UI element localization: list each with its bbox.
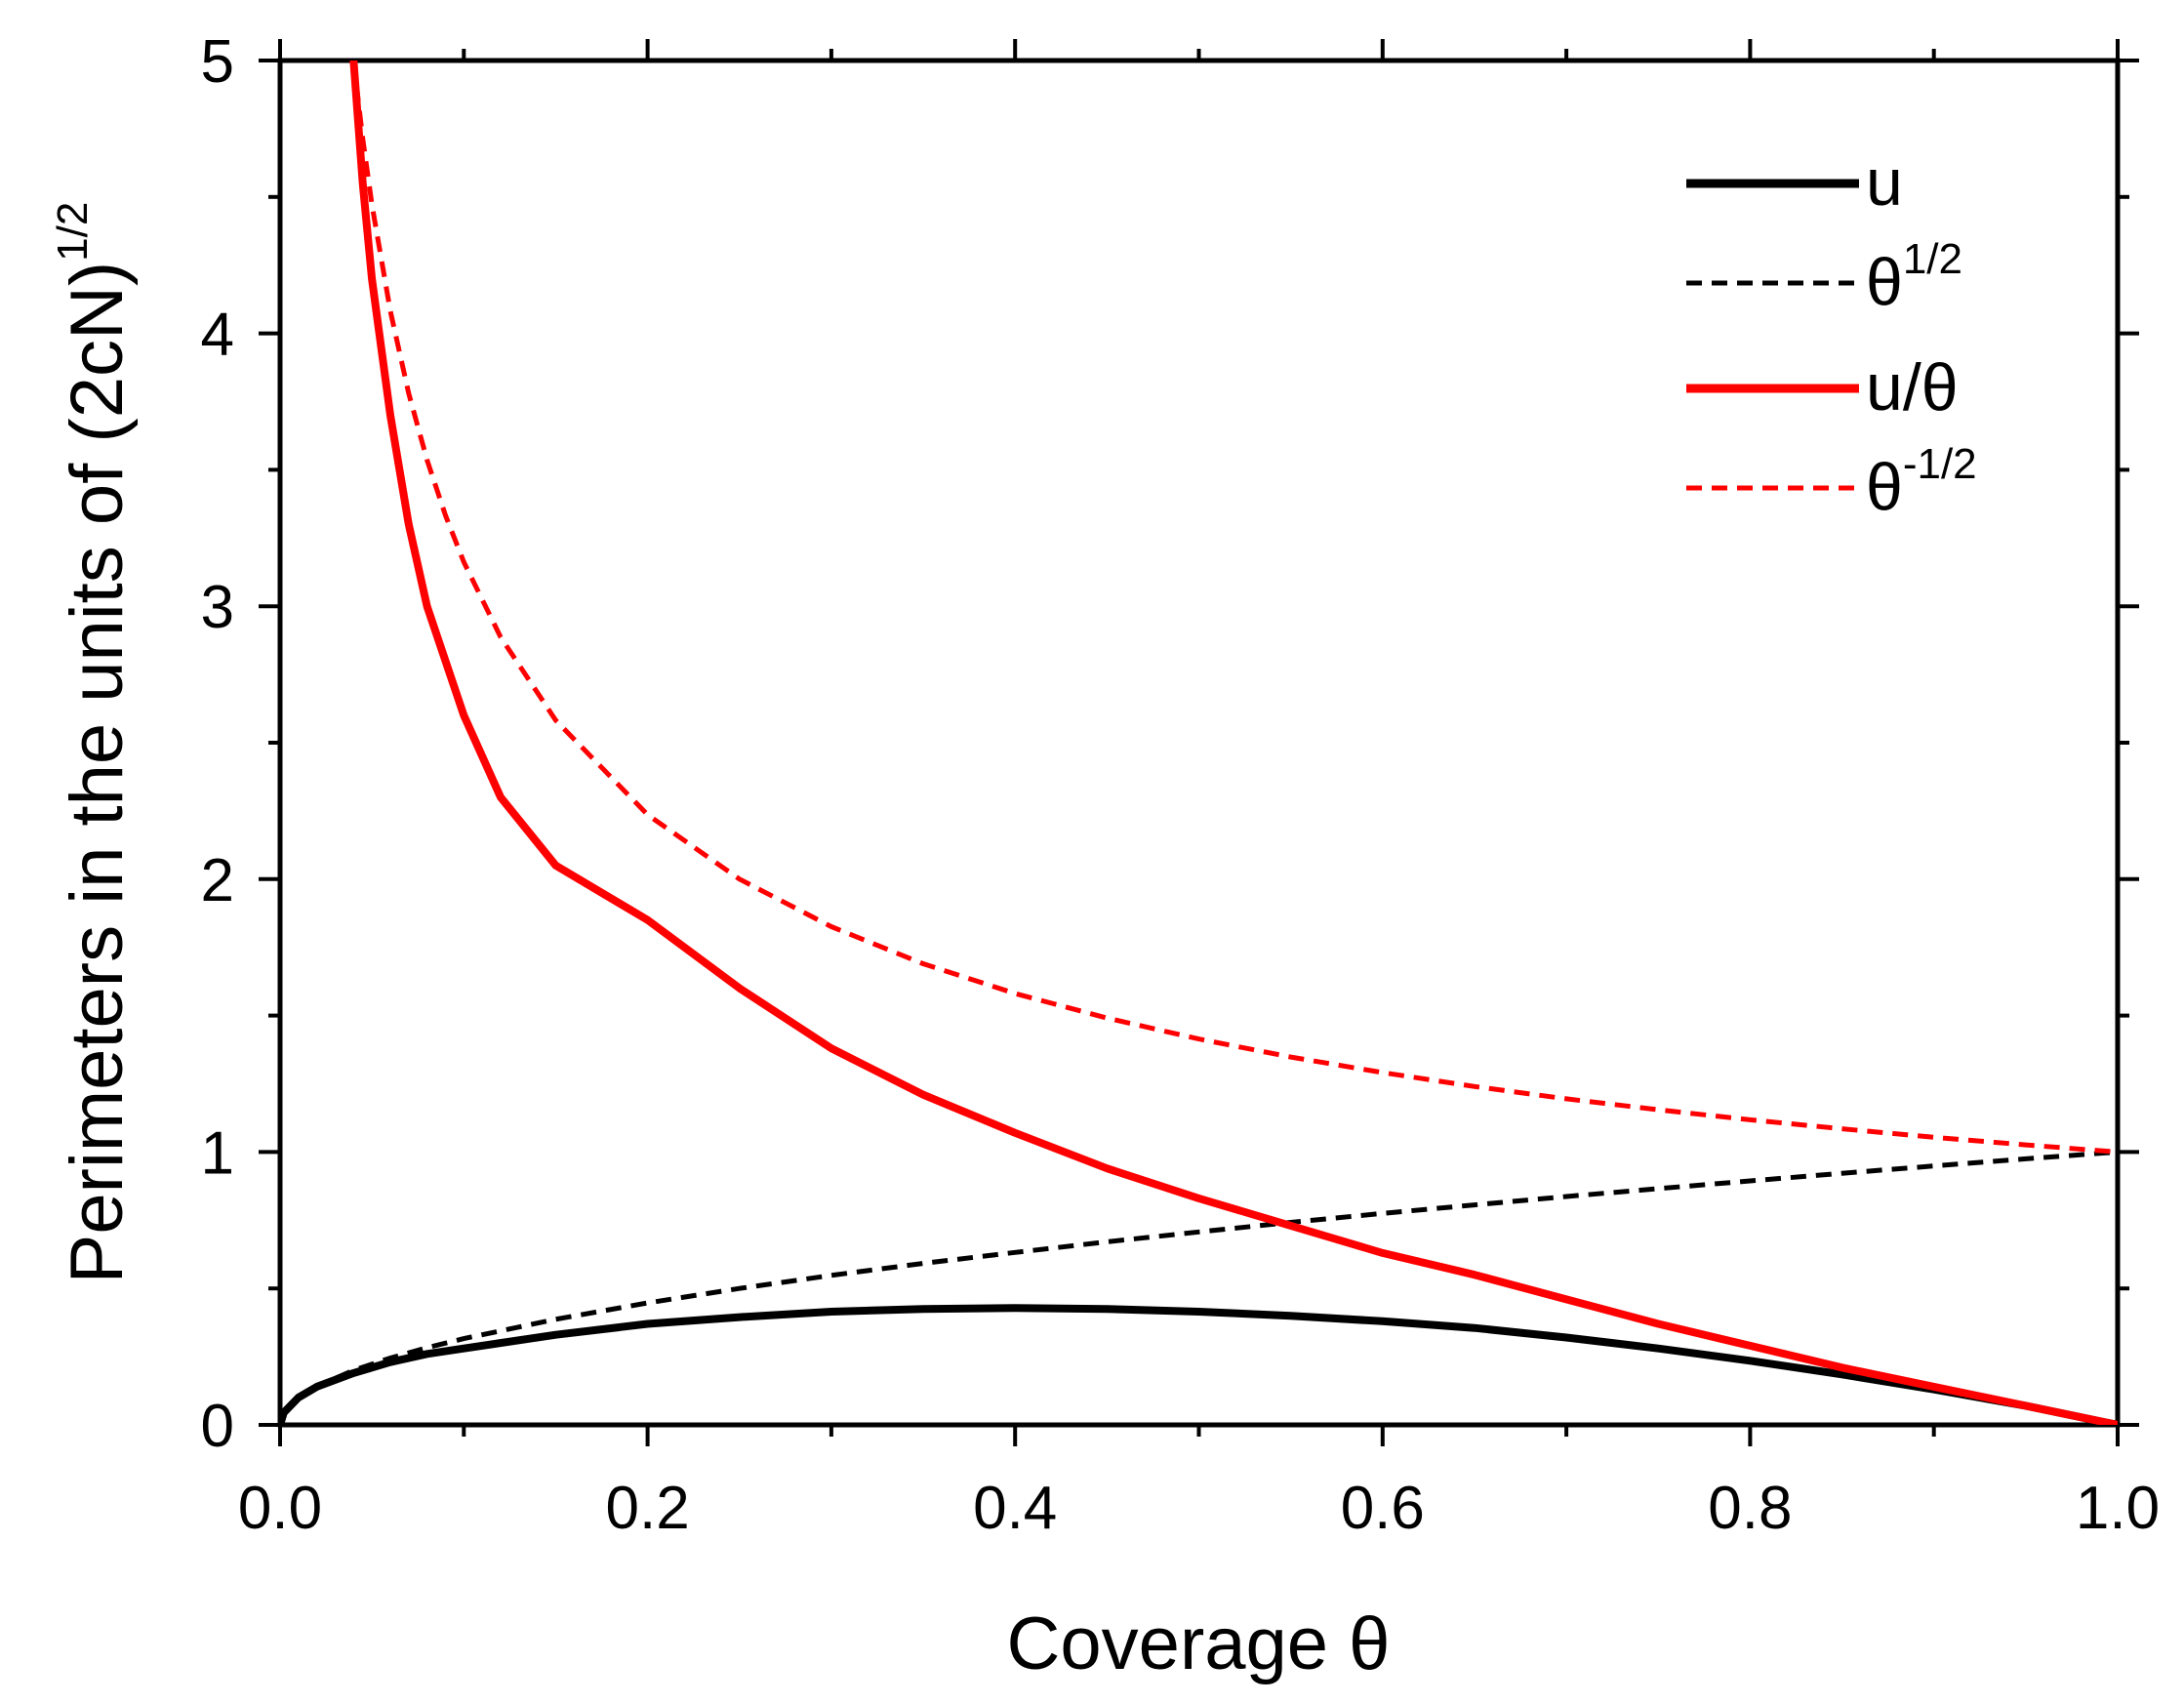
legend-label-1: θ1/2 xyxy=(1866,235,1962,319)
legend-label-2: u/θ xyxy=(1866,350,1959,425)
y-axis-title-base: Perimeters in the units of (2cN) xyxy=(56,262,139,1284)
series-line-3 xyxy=(350,61,2118,1155)
legend-label-sup: -1/2 xyxy=(1903,440,1977,488)
y-tick-label: 5 xyxy=(201,28,234,96)
x-axis-title: Coverage θ xyxy=(1007,1603,1391,1685)
y-tick-label: 0 xyxy=(201,1393,234,1460)
legend-label-base: u/θ xyxy=(1866,350,1959,425)
legend-label-base: θ xyxy=(1866,245,1903,319)
series-line-1 xyxy=(280,1149,2118,1425)
y-axis-title: Perimeters in the units of (2cN)1/2 xyxy=(49,202,139,1284)
y-axis-title-sup: 1/2 xyxy=(49,202,97,262)
tick-labels: 0.0 0.2 0.4 0.6 0.8 1.0 0 1 2 3 4 5 xyxy=(201,28,2161,1542)
x-tick-label: 0.4 xyxy=(973,1475,1057,1542)
y-tick-label: 3 xyxy=(201,574,234,641)
legend-label-sup: 1/2 xyxy=(1903,235,1962,283)
legend-label-base: u xyxy=(1866,145,1903,220)
x-tick-label: 0.2 xyxy=(605,1475,689,1542)
y-tick-label: 4 xyxy=(201,302,234,369)
x-tick-label: 0.6 xyxy=(1341,1475,1425,1542)
legend-label-base: θ xyxy=(1866,450,1903,524)
series-line-2 xyxy=(349,61,2118,1425)
legend: uθ1/2u/θθ-1/2 xyxy=(1686,145,1977,524)
plot-frame xyxy=(277,58,2121,1428)
y-tick-label: 2 xyxy=(201,847,234,914)
series-layer xyxy=(280,61,2118,1425)
series-line-0 xyxy=(280,1304,2118,1425)
y-tick-label: 1 xyxy=(201,1119,234,1187)
axis-ticks xyxy=(259,39,2139,1446)
x-tick-label: 0.8 xyxy=(1708,1475,1792,1542)
legend-label-3: θ-1/2 xyxy=(1866,440,1977,524)
x-tick-label: 1.0 xyxy=(2076,1475,2160,1542)
legend-label-0: u xyxy=(1866,145,1903,220)
x-tick-label: 0.0 xyxy=(238,1475,322,1542)
